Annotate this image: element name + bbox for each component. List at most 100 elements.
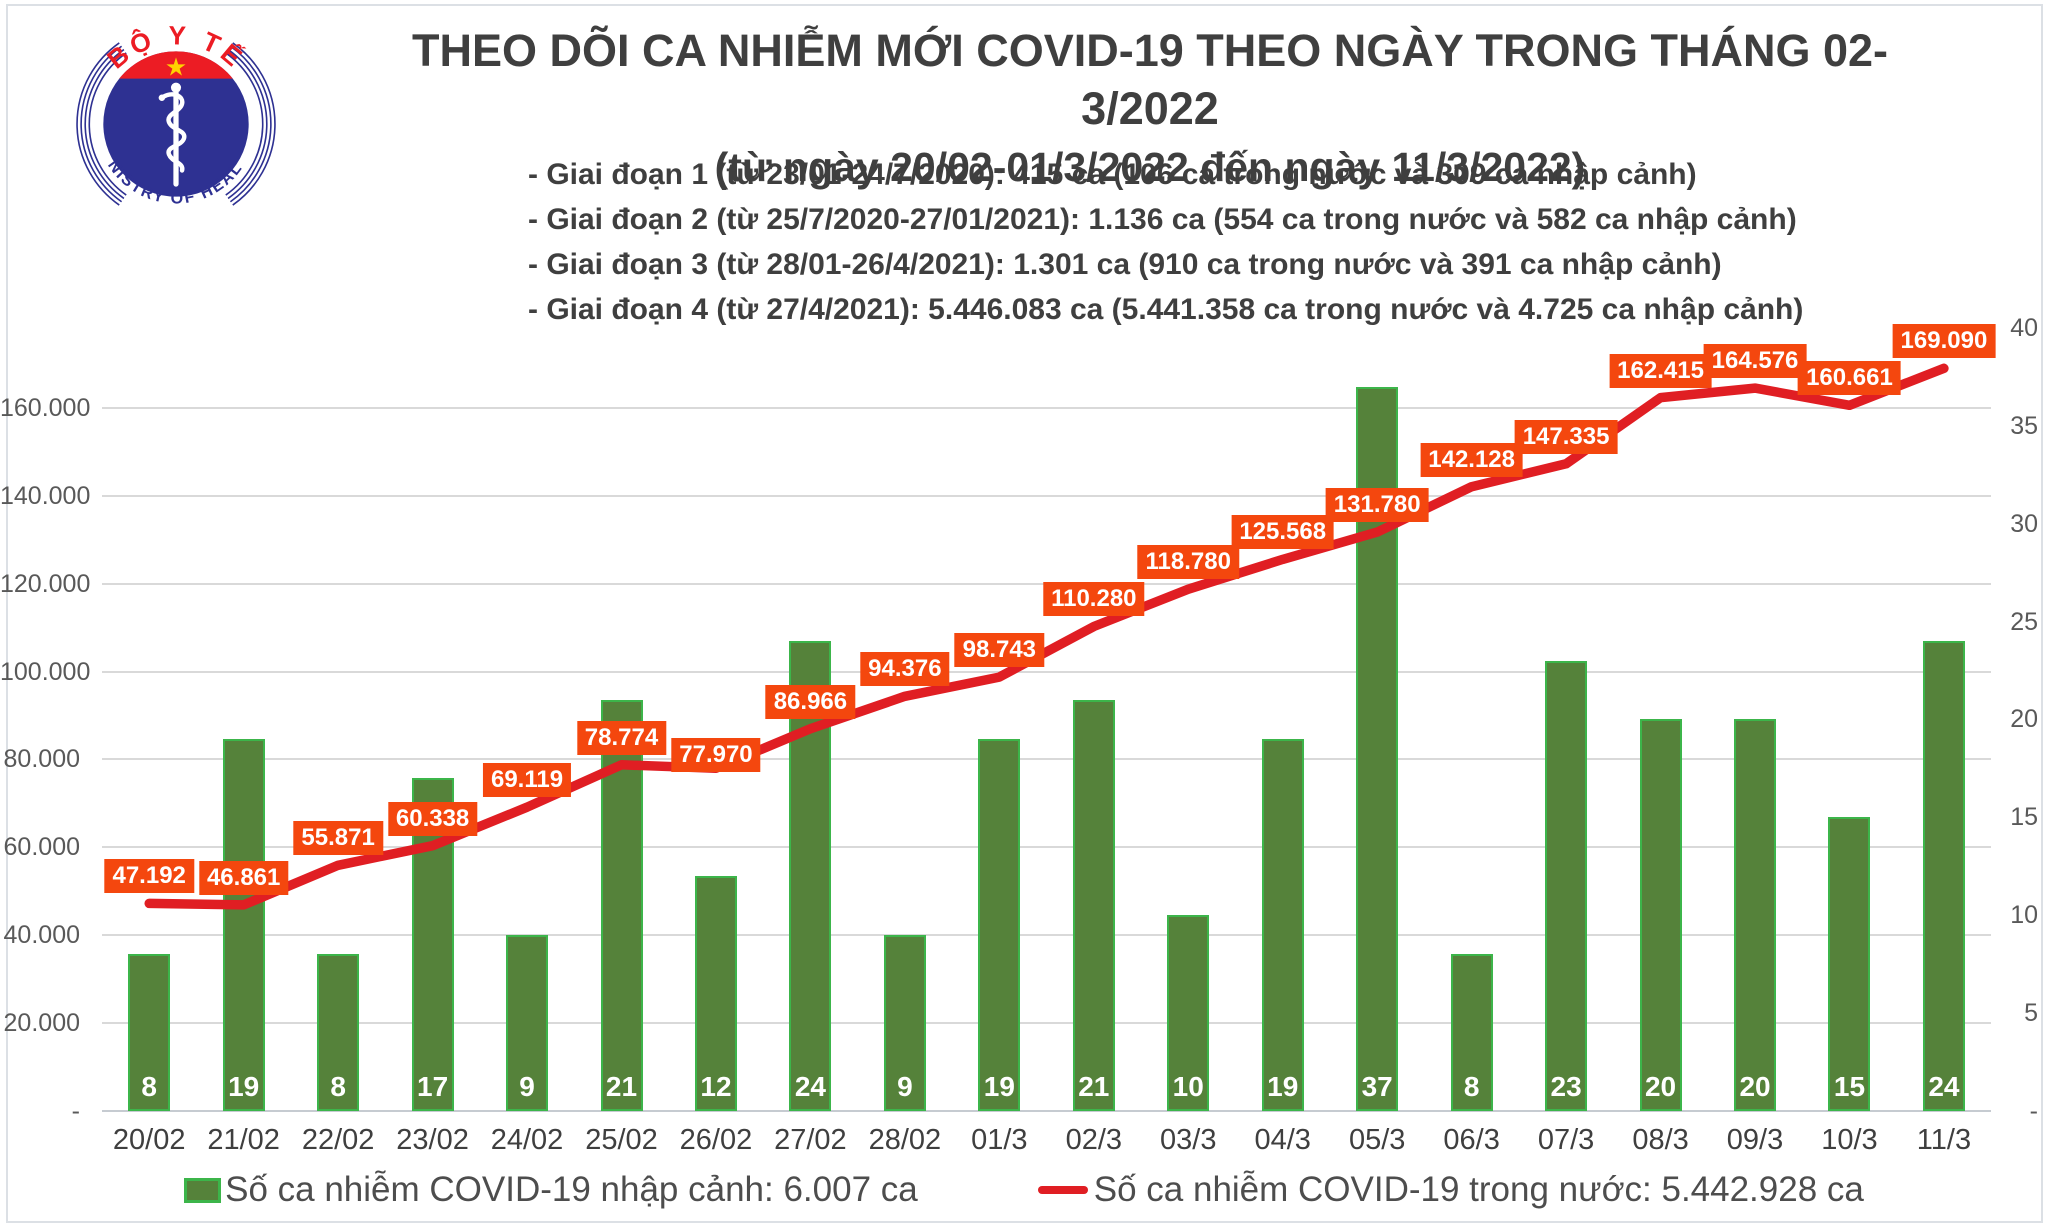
phase-note-4: - Giai đoạn 4 (từ 27/4/2021): 5.446.083 …	[528, 293, 1804, 326]
bar-value-label: 19	[1267, 1070, 1299, 1102]
left-axis-tick: 160.000	[0, 394, 91, 423]
bar-07/3: 23	[1545, 660, 1588, 1111]
line-value-label: 160.661	[1798, 361, 1901, 396]
line-value-label: 98.743	[954, 633, 1045, 668]
x-axis-label: 07/3	[1537, 1124, 1595, 1156]
x-axis-label: 11/3	[1916, 1124, 1972, 1156]
left-axis-tick: 80.000	[3, 745, 80, 774]
line-value-label: 86.966	[765, 684, 856, 719]
right-axis-tick: 30	[2010, 509, 2038, 538]
chart-header: THEO DÕI CA NHIỄM MỚI COVID-19 THEO NGÀY…	[370, 22, 1930, 192]
legend-item-imported: Số ca nhiễm COVID-19 nhập cảnh: 6.007 ca	[184, 1170, 918, 1210]
line-value-label: 47.192	[104, 859, 194, 894]
right-axis-tick: 10	[2010, 901, 2038, 929]
gridline	[102, 670, 1991, 673]
bar-06/3: 8	[1450, 954, 1493, 1111]
bar-value-label: 37	[1361, 1070, 1393, 1102]
right-axis-tick: 40	[2010, 314, 2038, 343]
x-axis-label: 09/3	[1726, 1124, 1784, 1156]
x-axis-label: 06/3	[1443, 1124, 1500, 1156]
x-axis-label: 05/3	[1348, 1124, 1406, 1156]
bar-value-label: 19	[228, 1070, 260, 1102]
x-axis-label: 24/02	[490, 1124, 564, 1156]
gridline	[102, 846, 1991, 849]
line-value-label: 164.576	[1703, 344, 1807, 379]
bar-08/3: 20	[1639, 719, 1682, 1111]
caduceus-icon	[158, 82, 187, 187]
bar-11/3: 24	[1922, 641, 1965, 1111]
line-value-label: 60.338	[387, 801, 478, 836]
line-value-label: 77.970	[671, 738, 761, 773]
bar-value-label: 8	[141, 1070, 157, 1102]
line-value-label: 110.280	[1043, 582, 1145, 617]
phase-note-2: - Giai đoạn 2 (từ 25/7/2020-27/01/2021):…	[528, 203, 1797, 236]
x-axis-label: 08/3	[1632, 1124, 1689, 1156]
line-value-label: 69.119	[482, 763, 572, 798]
line-value-label: 142.128	[1420, 442, 1524, 477]
bar-value-label: 19	[983, 1070, 1015, 1102]
line-value-label: 147.335	[1514, 419, 1618, 454]
x-axis-label: 25/02	[585, 1124, 658, 1156]
bar-value-label: 9	[897, 1070, 913, 1102]
chart-subtitle: (từ ngày 20/02-01/3/2022 đến ngày 11/3/2…	[714, 144, 1586, 190]
bar-value-label: 20	[1644, 1070, 1677, 1102]
phase-notes: - Giai đoạn 1 (từ 23/01-24/7/2020): 415 …	[528, 152, 1803, 332]
left-axis-tick: 100.000	[0, 657, 91, 686]
bar-value-label: 17	[417, 1070, 449, 1102]
right-axis-tick: 35	[2010, 412, 2038, 440]
line-value-label: 162.415	[1609, 353, 1712, 388]
legend-bar-label: Số ca nhiễm COVID-19 nhập cảnh: 6.007 ca	[225, 1170, 918, 1209]
bar-value-label: 24	[794, 1070, 826, 1102]
bar-09/3: 20	[1734, 719, 1777, 1111]
line-value-label: 169.090	[1892, 324, 1996, 359]
bar-03/3: 10	[1167, 915, 1210, 1111]
left-axis-tick: 40.000	[3, 921, 80, 949]
x-axis-line	[102, 1109, 1991, 1112]
bar-value-label: 8	[330, 1070, 346, 1102]
chart-title: THEO DÕI CA NHIỄM MỚI COVID-19 THEO NGÀY…	[412, 25, 1888, 134]
bar-value-label: 21	[605, 1070, 638, 1102]
right-axis-tick: 5	[2024, 998, 2038, 1027]
right-axis-tick: -	[2029, 1096, 2038, 1125]
right-axis-tick: 25	[2010, 607, 2038, 636]
gridline	[102, 1021, 1991, 1024]
legend: Số ca nhiễm COVID-19 nhập cảnh: 6.007 ca…	[0, 1165, 2048, 1215]
left-axis-tick: 20.000	[3, 1008, 80, 1037]
bar-value-label: 12	[700, 1070, 732, 1102]
bar-value-label: 9	[519, 1070, 535, 1102]
line-value-label: 55.871	[293, 821, 383, 856]
gridline	[102, 407, 1991, 410]
bar-24/02: 9	[506, 934, 549, 1111]
legend-item-domestic: Số ca nhiễm COVID-19 trong nước: 5.442.9…	[1037, 1170, 1864, 1210]
bar-value-label: 23	[1550, 1070, 1582, 1102]
bar-04/3: 19	[1261, 738, 1304, 1111]
x-axis-label: 01/3	[971, 1124, 1028, 1156]
left-axis-tick: 120.000	[0, 569, 91, 598]
right-axis-tick: 20	[2010, 705, 2038, 734]
bar-value-label: 10	[1172, 1070, 1204, 1102]
line-value-label: 94.376	[860, 652, 950, 687]
star-icon	[166, 57, 186, 76]
x-axis-label: 10/3	[1821, 1124, 1878, 1156]
x-axis-label: 20/02	[112, 1124, 186, 1156]
bar-value-label: 24	[1928, 1070, 1960, 1102]
bar-02/3: 21	[1072, 699, 1115, 1111]
bar-value-label: 8	[1463, 1070, 1480, 1102]
x-axis-label: 04/3	[1254, 1124, 1311, 1156]
bar-value-label: 21	[1078, 1070, 1110, 1102]
bar-value-label: 20	[1739, 1070, 1771, 1102]
bar-22/02: 8	[317, 954, 360, 1111]
legend-bar-swatch-icon	[184, 1177, 222, 1203]
bar-01/3: 19	[978, 738, 1021, 1111]
phase-note-3: - Giai đoạn 3 (từ 28/01-26/4/2021): 1.30…	[528, 248, 1722, 281]
gridline	[102, 758, 1991, 761]
x-axis-label: 03/3	[1160, 1124, 1217, 1156]
left-axis-tick: 140.000	[0, 482, 91, 510]
bar-21/02: 19	[222, 738, 265, 1111]
line-value-label: 125.568	[1231, 515, 1335, 550]
line-value-label: 118.780	[1137, 545, 1239, 580]
bar-25/02: 21	[600, 699, 643, 1111]
x-axis-label: 02/3	[1065, 1124, 1123, 1156]
x-axis-label: 27/02	[774, 1124, 847, 1156]
